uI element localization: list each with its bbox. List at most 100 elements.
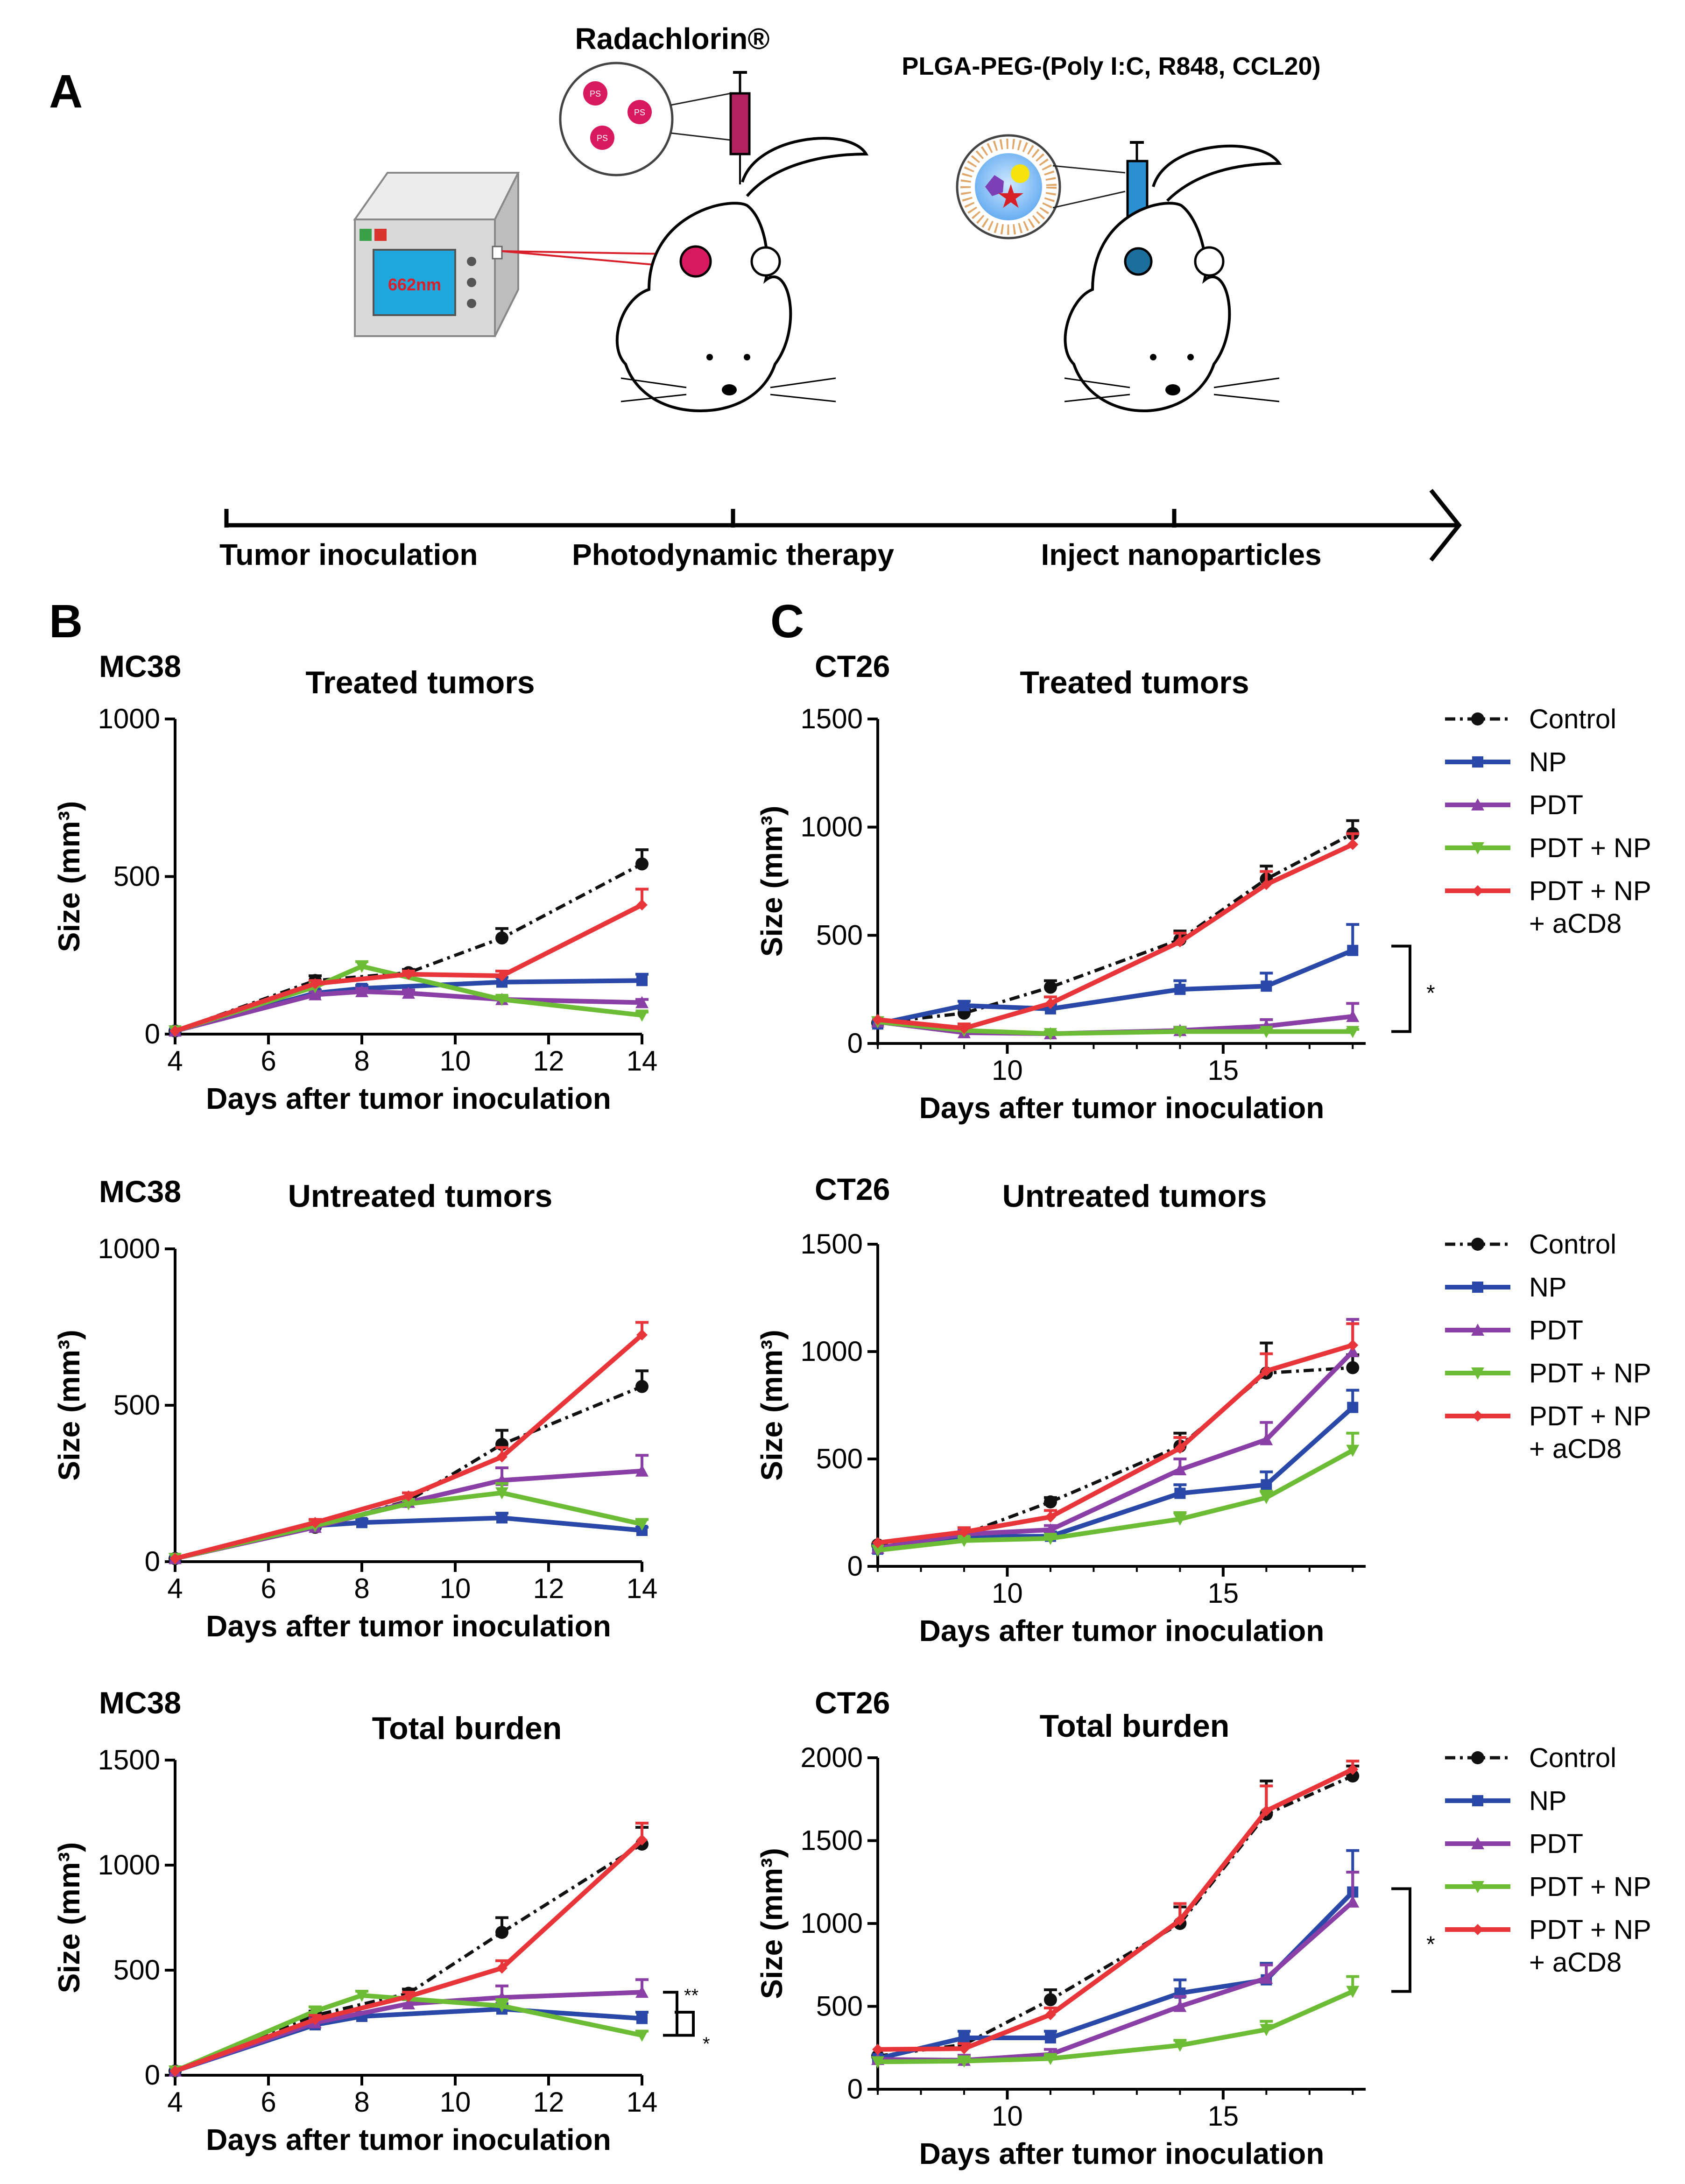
- data-point: [495, 2000, 508, 2013]
- legend-item: PDT + NP+ aCD8: [1445, 1915, 1651, 1978]
- data-point: [636, 2013, 648, 2024]
- chart-model-label: MC38: [99, 1174, 181, 1209]
- legend-item: PDT: [1445, 1829, 1583, 1859]
- data-point: [636, 899, 648, 911]
- nanoparticle-bubble: ★: [956, 134, 1126, 240]
- y-tick-label: 0: [145, 2059, 160, 2091]
- data-point: [635, 1009, 649, 1022]
- data-point: [957, 2055, 971, 2068]
- x-tick-label: 6: [261, 1573, 276, 1604]
- data-point: [1261, 879, 1272, 890]
- data-point: [1471, 1751, 1484, 1764]
- y-tick-label: 1500: [98, 1744, 160, 1775]
- data-point: [636, 1834, 648, 1846]
- data-point: [871, 1544, 884, 1557]
- legend-label: NP: [1529, 747, 1567, 777]
- data-point: [871, 2056, 884, 2069]
- data-point: [1043, 1028, 1057, 1041]
- data-point: [1472, 1924, 1483, 1935]
- legend-item: PDT + NP: [1445, 833, 1651, 863]
- data-point: [402, 1997, 415, 2009]
- data-point: [1043, 2053, 1057, 2065]
- data-point: [309, 988, 322, 1000]
- chart-title: Untreated tumors: [288, 1178, 553, 1214]
- data-point: [958, 2043, 970, 2055]
- data-point: [872, 1014, 883, 1026]
- series-pdt: [871, 1318, 1360, 1554]
- chart-title: Treated tumors: [1020, 665, 1249, 700]
- data-point: [1346, 1361, 1360, 1374]
- legend-item: PDT + NP: [1445, 1358, 1651, 1388]
- legend-label: Control: [1529, 1743, 1616, 1773]
- chart-ct26_treated: CT26 Treated tumors 0 500 1000 1500 10 15 Days a…: [755, 649, 1435, 1125]
- data-point: [635, 2029, 649, 2042]
- panel-label-c: C: [770, 595, 804, 648]
- timeline-step-3: Inject nanoparticles: [1041, 538, 1321, 571]
- data-point: [635, 1464, 649, 1477]
- x-tick-label: 4: [167, 1573, 183, 1604]
- svg-text:★: ★: [996, 178, 1026, 215]
- chart-mc38_untreated: MC38 Untreated tumors 0 500 1000 4 6 8 10 12 14 Day…: [52, 1174, 657, 1643]
- chart-ct26_total: CT26 Total burden 0 500 1000 1500 2000 10 15 Days…: [755, 1685, 1435, 2170]
- data-point: [1471, 798, 1484, 810]
- panel-label-b: B: [49, 595, 83, 648]
- data-point: [1173, 2000, 1187, 2012]
- series-control: [871, 1341, 1360, 1551]
- series-line: [174, 1843, 643, 2073]
- data-point: [495, 1926, 508, 1939]
- timeline-step-2: Photodynamic therapy: [572, 538, 894, 571]
- data-point: [1260, 1972, 1273, 1984]
- data-point: [1261, 1805, 1272, 1817]
- ps-label: PS: [634, 108, 645, 117]
- significance-marker: *: [1426, 981, 1435, 1006]
- legend-item: PDT: [1445, 790, 1583, 820]
- series-line: [175, 1385, 643, 1560]
- y-tick-label: 1500: [801, 1825, 863, 1856]
- legend-item: Control: [1445, 1743, 1616, 1773]
- data-point: [1347, 838, 1359, 850]
- legend-label: PDT + NP: [1529, 1915, 1651, 1945]
- data-point: [872, 1537, 883, 1549]
- y-axis-label: Size (mm³): [755, 806, 789, 957]
- laser-device-icon: 662nm: [353, 172, 520, 337]
- y-tick-label: 1000: [801, 1336, 863, 1367]
- x-tick-label: 10: [992, 2100, 1023, 2132]
- data-point: [1043, 1993, 1057, 2007]
- y-tick-label: 0: [847, 2073, 863, 2105]
- legend-item: PDT: [1445, 1315, 1583, 1346]
- x-tick-label: 8: [354, 2086, 369, 2118]
- data-point: [1347, 1402, 1359, 1413]
- series-pdt-np-acd8: [872, 1322, 1360, 1549]
- series-line: [877, 1774, 1354, 2058]
- x-tick-label: 8: [354, 1573, 369, 1604]
- data-point: [1347, 1763, 1359, 1775]
- y-tick-label: 500: [113, 861, 160, 892]
- y-tick-label: 1500: [801, 1228, 863, 1260]
- timeline-step-1: Tumor inoculation: [219, 538, 478, 571]
- x-tick-label: 14: [627, 1573, 658, 1604]
- data-point: [496, 970, 508, 982]
- data-point: [309, 2005, 322, 2018]
- x-axis-label: Days after tumor inoculation: [919, 2137, 1325, 2170]
- series-line: [174, 1468, 642, 1561]
- x-tick-label: 10: [992, 1578, 1023, 1609]
- data-point: [1260, 1492, 1273, 1504]
- data-point: [958, 1022, 970, 1034]
- data-point: [1043, 1495, 1057, 1508]
- data-point: [1044, 2032, 1056, 2043]
- x-tick-label: 15: [1207, 1578, 1239, 1609]
- data-point: [1043, 980, 1057, 994]
- data-point: [635, 996, 649, 1008]
- data-point: [635, 1986, 649, 1998]
- series-pdt-np: [871, 1975, 1360, 2069]
- data-point: [635, 1380, 649, 1393]
- legend-label: PDT + NP: [1529, 1872, 1651, 1902]
- x-tick-label: 4: [167, 1045, 183, 1077]
- data-point: [495, 993, 508, 1006]
- x-tick-label: 12: [533, 1573, 564, 1604]
- x-tick-label: 15: [1207, 2100, 1239, 2132]
- data-point: [402, 1498, 415, 1511]
- x-tick-label: 6: [261, 2086, 276, 2118]
- x-tick-label: 12: [533, 2086, 564, 2118]
